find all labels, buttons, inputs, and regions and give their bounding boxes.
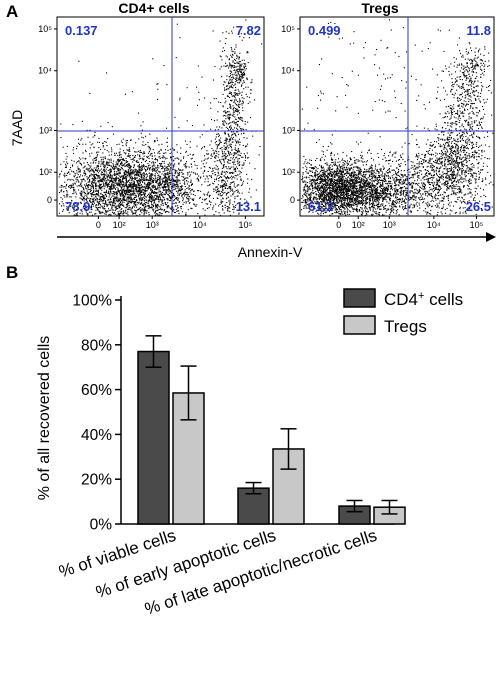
flow-x-tick-label: 10³: [383, 220, 396, 230]
legend-swatch-cd4: [343, 288, 376, 308]
quadrant-label-top-left: 0.499: [308, 23, 341, 38]
flow-plot-frame: [299, 16, 495, 217]
panel-b-letter: B: [6, 263, 18, 282]
flow-y-tick-label: 10⁴: [38, 66, 52, 76]
flow-plot-tregs: 0.499 11.8 61.2 26.5 0 10² 10³ 10⁴ 10⁵ 10⁵ 10⁴ 10³ 1…: [281, 16, 495, 230]
bar-cd4: [137, 350, 170, 525]
bar-y-tick-label: 80%: [81, 337, 112, 354]
flow-y-tick-label: 10²: [282, 167, 295, 177]
legend: CD4+ cells Tregs: [343, 288, 463, 336]
quadrant-label-bottom-left: 78.9: [65, 199, 90, 214]
bar-y-tick-label: 60%: [81, 382, 112, 399]
dot-cloud: [301, 19, 494, 216]
flow-x-tick-label: 10⁴: [427, 220, 441, 230]
flow-x-tick-label: 10⁵: [470, 220, 484, 230]
flow-x-axis-arrowhead: [486, 232, 496, 242]
flow-x-tick-label: 10⁴: [193, 220, 207, 230]
dot-cloud: [58, 19, 263, 217]
flow-plot-title-tregs: Tregs: [361, 0, 399, 16]
quadrant-label-top-right: 7.82: [236, 23, 261, 38]
flow-y-tick-label: 10³: [39, 125, 52, 135]
flow-x-tick-label: 0: [96, 220, 101, 230]
bar-y-tick-label: 20%: [81, 472, 112, 489]
bar-y-tick-label: 100%: [72, 293, 112, 310]
flow-x-axis-label: Annexin-V: [238, 244, 303, 260]
quadrant-label-top-right: 11.8: [466, 23, 491, 38]
legend-label-tregs: Tregs: [384, 317, 427, 336]
quadrant-label-bottom-right: 26.5: [466, 199, 491, 214]
flow-plot-title-cd4: CD4+ cells: [118, 0, 189, 16]
flow-y-tick-label: 10⁵: [281, 24, 295, 34]
flow-x-tick-label: 10²: [352, 220, 365, 230]
flow-y-tick-label: 0: [290, 195, 295, 205]
flow-x-tick-label: 10⁵: [238, 220, 252, 230]
bar-y-axis-label: % of all recovered cells: [36, 336, 53, 501]
legend-swatch-tregs: [343, 315, 376, 335]
bar-y-tick-label: 0%: [90, 517, 113, 534]
flow-y-axis-label: 7AAD: [9, 110, 25, 147]
legend-label-cd4: CD4+ cells: [384, 290, 463, 309]
flow-y-tick-label: 10³: [282, 125, 295, 135]
flow-y-tick-label: 10⁵: [38, 24, 52, 34]
flow-x-tick-label: 10³: [146, 220, 159, 230]
bar-y-tick-label: 40%: [81, 427, 112, 444]
flow-y-tick-label: 10²: [39, 167, 52, 177]
quadrant-label-bottom-right: 13.1: [236, 199, 261, 214]
panel-a-letter: A: [6, 2, 18, 21]
bar-chart: 0%20%40%60%80%100%% of viable cells% of …: [56, 293, 406, 619]
quadrant-label-bottom-left: 61.2: [308, 199, 333, 214]
flow-plot-cd4: 0.137 7.82 78.9 13.1 0 10² 10³ 10⁴ 10⁵ 10⁵ 10⁴ 10³ 1…: [38, 16, 265, 230]
flow-x-tick-label: 0: [336, 220, 341, 230]
flow-x-tick-label: 10²: [113, 220, 126, 230]
flow-y-tick-label: 10⁴: [281, 66, 295, 76]
flow-y-tick-label: 0: [47, 195, 52, 205]
quadrant-label-top-left: 0.137: [65, 23, 98, 38]
